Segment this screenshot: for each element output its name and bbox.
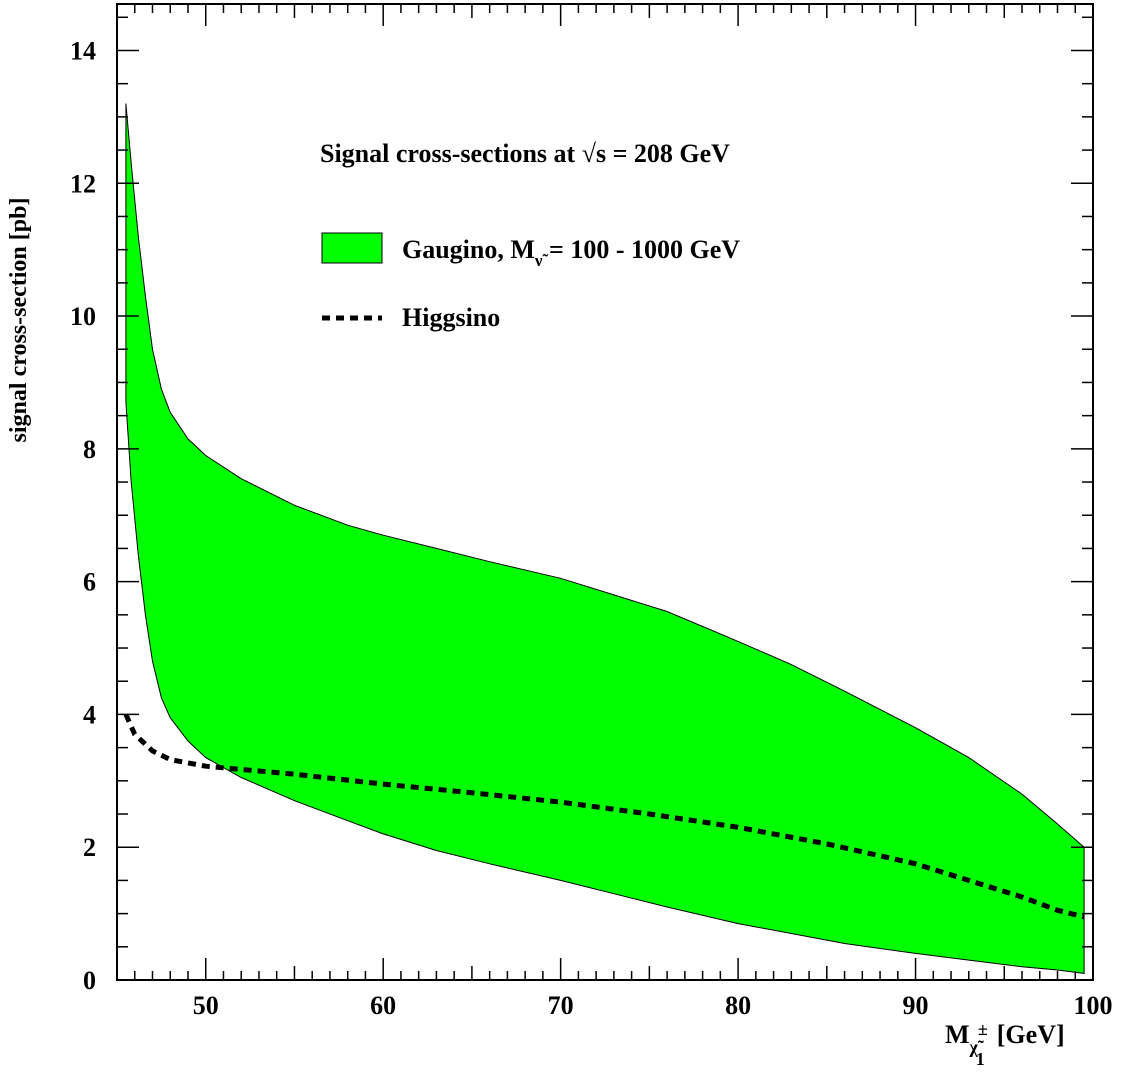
y-tick-label: 12 bbox=[70, 169, 96, 198]
x-tick-label: 50 bbox=[193, 991, 219, 1020]
y-tick-label: 4 bbox=[83, 700, 96, 729]
gaugino-band bbox=[125, 103, 1085, 974]
chart-title: Signal cross-sections at √s = 208 GeV bbox=[320, 139, 730, 168]
y-tick-label: 6 bbox=[83, 568, 96, 597]
y-axis-label: signal cross-section [pb] bbox=[6, 198, 32, 443]
x-tick-label: 90 bbox=[903, 991, 929, 1020]
x-tick-label: 70 bbox=[548, 991, 574, 1020]
y-tick-label: 0 bbox=[83, 966, 96, 995]
x-tick-label: 80 bbox=[725, 991, 751, 1020]
legend: Gaugino, Mν̃ = 100 - 1000 GeV Higgsino bbox=[321, 232, 740, 332]
y-tick-label: 10 bbox=[70, 302, 96, 331]
y-axis-ticks: 0 2 4 6 8 10 12 14 bbox=[70, 16, 1093, 995]
legend-line-label: Higgsino bbox=[402, 303, 500, 332]
higgsino-line bbox=[123, 713, 1085, 920]
x-tick-label: 100 bbox=[1074, 991, 1113, 1020]
x-tick-label: 60 bbox=[370, 991, 396, 1020]
x-axis-ticks: 50 60 70 80 90 100 bbox=[116, 4, 1113, 1020]
legend-band-label: Gaugino, Mν̃ = 100 - 1000 GeV bbox=[402, 235, 740, 270]
y-tick-label: 8 bbox=[83, 435, 96, 464]
plot-area bbox=[116, 3, 1094, 981]
y-tick-label: 2 bbox=[83, 833, 96, 862]
y-tick-label: 14 bbox=[70, 36, 96, 65]
plot-frame bbox=[116, 3, 1094, 981]
x-axis-label: Mχ̃± 1[GeV] bbox=[945, 1019, 1065, 1069]
legend-band-swatch bbox=[321, 232, 383, 264]
